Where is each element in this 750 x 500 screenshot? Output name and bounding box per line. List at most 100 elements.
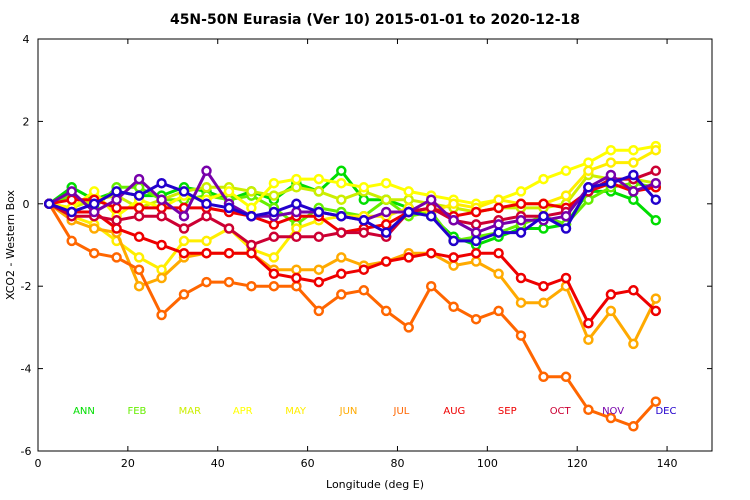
data-point — [111, 223, 122, 234]
x-tick-label: 100 — [477, 457, 498, 470]
data-point — [111, 202, 122, 214]
series-layer — [43, 140, 662, 432]
data-point — [156, 202, 167, 214]
data-point — [493, 219, 504, 230]
data-point — [650, 215, 662, 226]
x-tick-label: 80 — [390, 457, 404, 470]
data-point — [560, 210, 572, 222]
data-point — [470, 313, 482, 325]
data-point — [156, 272, 167, 284]
legend: ANN FEB MAR APR MAY JUN JUL AUG SEP OCT NOV DEC — [73, 406, 676, 417]
series-line-may — [48, 148, 657, 272]
data-point — [313, 186, 325, 197]
data-point — [425, 247, 437, 259]
x-tick-label: 0 — [35, 457, 42, 470]
data-point — [380, 305, 392, 317]
data-point — [493, 227, 504, 238]
data-point — [88, 206, 100, 218]
data-point — [380, 256, 392, 267]
series-dec — [43, 169, 662, 247]
data-point — [313, 206, 325, 218]
data-point — [605, 157, 617, 168]
data-point — [560, 190, 572, 201]
chart-title: 45N-50N Eurasia (Ver 10) 2015-01-01 to 2… — [170, 12, 580, 28]
data-point — [133, 264, 145, 275]
data-point — [380, 219, 392, 230]
y-tick-label: -6 — [21, 445, 32, 458]
data-point — [66, 206, 77, 218]
data-point — [493, 202, 504, 214]
y-tick-label: 4 — [23, 33, 30, 46]
data-point — [425, 202, 437, 214]
data-point — [470, 247, 482, 259]
data-point — [133, 210, 145, 222]
data-point — [133, 182, 145, 193]
data-point — [358, 227, 370, 238]
data-point — [88, 198, 100, 210]
legend-item-jun: JUN — [339, 406, 358, 417]
series-line-aug — [48, 202, 657, 325]
data-point — [66, 235, 77, 247]
data-point — [515, 227, 527, 238]
data-point — [201, 210, 212, 222]
data-point — [650, 144, 662, 156]
data-point — [628, 186, 639, 197]
data-point — [336, 177, 347, 189]
y-tick-label: 0 — [23, 198, 30, 211]
data-point — [133, 252, 145, 263]
x-tick-label: 140 — [657, 457, 678, 470]
data-point — [650, 396, 662, 407]
y-tick-label: -2 — [21, 280, 32, 293]
legend-item-sep: SEP — [498, 406, 517, 417]
data-point — [470, 219, 482, 230]
data-point — [246, 186, 257, 197]
y-tick-label: -4 — [21, 363, 32, 376]
data-point — [538, 210, 549, 222]
data-point — [178, 247, 190, 259]
data-point — [133, 173, 145, 185]
data-point — [425, 280, 437, 292]
data-point — [358, 194, 370, 205]
data-point — [583, 165, 594, 177]
data-point — [538, 173, 549, 185]
data-point — [336, 227, 347, 238]
data-point — [605, 412, 617, 424]
series-line-sep — [48, 181, 657, 235]
data-point — [156, 177, 167, 189]
data-point — [178, 289, 190, 300]
data-point — [358, 215, 370, 226]
data-point — [470, 235, 482, 247]
data-point — [313, 276, 325, 288]
data-point — [291, 206, 302, 218]
data-point — [291, 280, 302, 292]
data-point — [111, 252, 122, 263]
data-point — [336, 210, 347, 222]
plot-frame — [37, 38, 713, 452]
data-point — [201, 247, 212, 259]
data-point — [650, 177, 662, 189]
data-point — [156, 239, 167, 251]
data-point — [583, 157, 594, 168]
data-point — [538, 371, 549, 383]
x-tick-label: 40 — [211, 457, 225, 470]
y-tick-label: 2 — [23, 115, 30, 128]
data-point — [515, 297, 527, 308]
data-point — [560, 165, 572, 177]
data-point — [133, 280, 145, 292]
axes: 0 20 40 60 80 100 120 140 -6 -4 -2 0 2 4 — [21, 33, 712, 470]
series-aug — [43, 198, 662, 329]
x-tick-label: 120 — [567, 457, 588, 470]
data-point — [358, 182, 370, 193]
data-point — [268, 252, 280, 263]
legend-item-feb: FEB — [127, 406, 146, 417]
data-point — [380, 206, 392, 218]
legend-item-dec: DEC — [655, 406, 676, 417]
legend-item-aug: AUG — [443, 406, 465, 417]
data-point — [178, 186, 190, 197]
data-point — [403, 322, 414, 333]
data-point — [88, 247, 100, 259]
data-point — [650, 305, 662, 317]
data-point — [223, 202, 235, 214]
plot-background — [38, 39, 712, 451]
